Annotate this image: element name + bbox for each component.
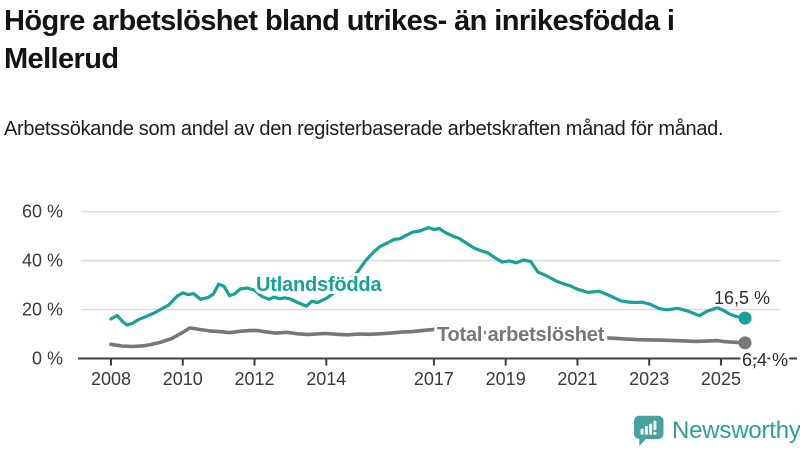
x-axis-label-2010: 2010 <box>163 369 203 389</box>
chart-subtitle: Arbetssökande som andel av den registerb… <box>4 118 724 140</box>
newsworthy-logo: Newsworthy <box>632 414 800 448</box>
y-axis-label-20: 20 % <box>22 300 63 320</box>
y-axis-label-40: 40 % <box>22 251 63 271</box>
end-value-label-total: 6,4 % <box>742 350 788 370</box>
x-axis-label-2019: 2019 <box>486 369 526 389</box>
x-axis-label-2023: 2023 <box>629 369 669 389</box>
newsworthy-wordmark: Newsworthy <box>672 417 800 444</box>
series-label-total: Total arbetslöshet <box>437 324 605 346</box>
y-axis-label-0: 0 % <box>32 349 63 369</box>
series-line-total <box>109 326 747 349</box>
x-axis-label-2014: 2014 <box>306 369 346 389</box>
x-axis-label-2008: 2008 <box>91 369 131 389</box>
newsworthy-icon <box>634 415 664 446</box>
end-dot-total <box>738 336 752 350</box>
end-value-label-utlandsfodda: 16,5 % <box>714 288 770 308</box>
page-title: Högre arbetslöshet bland utrikes- än inr… <box>4 5 675 75</box>
series-label-utlandsfodda: Utlandsfödda <box>256 274 382 296</box>
end-dot-utlandsfodda <box>738 311 752 325</box>
x-axis-label-2017: 2017 <box>414 369 454 389</box>
x-axis-label-2021: 2021 <box>557 369 597 389</box>
y-axis-label-60: 60 % <box>22 202 63 222</box>
x-axis-label-2012: 2012 <box>234 369 274 389</box>
x-axis-label-2025: 2025 <box>701 369 741 389</box>
series-line-utlandsfodda <box>109 226 747 327</box>
